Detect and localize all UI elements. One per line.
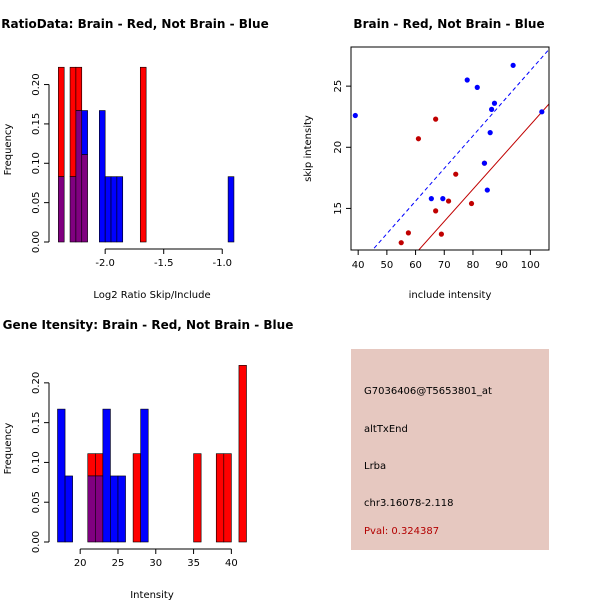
ratio_hist-y-tick-label: 0.00 — [31, 231, 42, 253]
intensity_hist-x-tick-label: 25 — [112, 558, 125, 569]
scatter-point-brain — [445, 198, 452, 204]
ratio_hist-bar-not-brain — [81, 110, 88, 155]
intensity_hist-bar-not-brain — [102, 408, 111, 543]
scatter-x-tick-label: 60 — [409, 260, 422, 271]
ratio_hist-y-tick-label: 0.05 — [31, 192, 42, 214]
location-text: chr3.16078-2.118 — [364, 498, 454, 509]
scatter-point-not-brain — [464, 77, 470, 83]
scatter-point-not-brain — [440, 196, 446, 202]
ratio_hist-title: RatioData: Brain - Red, Not Brain - Blue — [1, 17, 268, 31]
scatter-point-not-brain — [491, 100, 498, 106]
scatter-point-not-brain — [481, 160, 488, 166]
intensity_hist-bar-overlap — [95, 475, 104, 543]
scatter-x-tick-label: 90 — [495, 260, 508, 271]
ratio_hist-x-tick-label: -2.0 — [95, 258, 115, 269]
intensity_hist-bar-brain — [132, 453, 141, 543]
intensity_hist-x-tick-label: 40 — [225, 558, 238, 569]
ratio_hist-bar-brain — [75, 66, 83, 111]
scatter-ylabel: skip intensity — [303, 115, 314, 182]
ratio_hist-bar-not-brain — [116, 176, 124, 243]
scatter-x-tick-label: 50 — [381, 260, 394, 271]
intensity_hist-bar-brain — [193, 453, 202, 543]
intensity_hist-bar-not-brain — [64, 475, 73, 543]
scatter-point-brain — [398, 240, 404, 246]
scatter-point-brain — [405, 230, 411, 236]
scatter-x-tick-label: 40 — [352, 260, 365, 271]
ratio_hist-bar-overlap — [58, 176, 65, 243]
scatter-point-not-brain — [474, 84, 480, 90]
scatter-y-tick-label: 20 — [333, 141, 344, 154]
intensity_hist-bar-not-brain — [117, 475, 126, 543]
intensity_hist-bar-not-brain — [110, 475, 119, 543]
intensity_hist-y-tick-label: 0.05 — [31, 491, 42, 513]
intensity_hist-bar-overlap — [87, 475, 96, 543]
intensity_hist-bar-brain — [238, 365, 247, 543]
ratio_hist-bar-not-brain — [104, 176, 112, 243]
ratio_hist-y-tick-label: 0.15 — [31, 113, 42, 135]
intensity_hist-y-tick-label: 0.15 — [31, 412, 42, 434]
scatter-point-brain — [415, 136, 422, 142]
scatter-fit-line-not-brain — [371, 49, 549, 250]
scatter-point-not-brain — [428, 196, 434, 202]
probe-id-text: G7036406@T5653801_at — [364, 386, 492, 397]
ratio_hist-x-tick-label: -1.5 — [154, 258, 174, 269]
ratio_hist-bar-brain — [69, 66, 77, 177]
scatter-title: Brain - Red, Not Brain - Blue — [353, 17, 544, 31]
scatter-y-tick-label: 15 — [333, 202, 344, 215]
scatter-xlabel: include intensity — [409, 290, 492, 301]
intensity_hist-title: Gene Itensity: Brain - Red, Not Brain - … — [3, 318, 294, 332]
ratio_hist-x-tick-label: -1.0 — [212, 258, 232, 269]
intensity_hist-x-tick-label: 35 — [187, 558, 200, 569]
scatter-point-not-brain — [484, 187, 490, 193]
ratio_hist-bar-not-brain — [99, 110, 106, 243]
scatter-point-not-brain — [510, 62, 516, 68]
ratio_hist-bar-overlap — [69, 176, 77, 243]
scatter-x-tick-label: 100 — [521, 260, 540, 271]
ratio_hist-bar-brain — [58, 66, 65, 177]
scatter-point-not-brain — [487, 130, 493, 136]
pval-text: Pval: 0.324387 — [364, 526, 440, 537]
event-type-text: altTxEnd — [364, 424, 408, 435]
scatter-fit-line-brain — [418, 103, 549, 250]
ratio_hist-bar-overlap — [81, 154, 88, 243]
info-panel: G7036406@T5653801_at altTxEnd Lrba chr3.… — [351, 349, 549, 550]
ratio_hist-bar-overlap — [75, 110, 83, 243]
intensity_hist-y-tick-label: 0.10 — [31, 451, 42, 473]
intensity_hist-x-tick-label: 20 — [74, 558, 87, 569]
scatter-x-tick-label: 80 — [467, 260, 480, 271]
intensity_hist-bar-brain — [95, 453, 104, 477]
ratio_hist-y-tick-label: 0.10 — [31, 152, 42, 174]
intensity_hist-x-tick-label: 30 — [149, 558, 162, 569]
ratio_hist-bar-not-brain — [110, 176, 118, 243]
intensity_hist-bar-brain — [223, 453, 232, 543]
intensity_hist-y-tick-label: 0.00 — [31, 531, 42, 553]
intensity_hist-bar-brain — [215, 453, 225, 543]
scatter-point-not-brain — [352, 112, 358, 119]
scatter-point-brain — [468, 200, 475, 207]
intensity_hist-bar-not-brain — [140, 408, 149, 543]
scatter-plot-frame — [350, 46, 550, 251]
scatter-point-not-brain — [489, 106, 495, 112]
ratio_hist-y-tick-label: 0.20 — [31, 73, 42, 95]
ratio_hist-bar-not-brain — [227, 176, 235, 243]
scatter-point-brain — [453, 171, 459, 177]
scatter-point-brain — [438, 231, 444, 237]
scatter-y-tick-label: 25 — [333, 80, 344, 93]
scatter-point-brain — [433, 208, 439, 214]
scatter-point-not-brain — [539, 109, 545, 115]
intensity_hist-bar-not-brain — [57, 408, 66, 543]
intensity_hist-xlabel: Intensity — [130, 590, 174, 600]
ratio_hist-xlabel: Log2 Ratio Skip/Include — [93, 290, 210, 301]
gene-name-text: Lrba — [364, 461, 387, 472]
intensity_hist-y-tick-label: 0.20 — [31, 372, 42, 394]
scatter-x-tick-label: 70 — [438, 260, 451, 271]
intensity_hist-ylabel: Frequency — [3, 423, 14, 475]
scatter-point-brain — [433, 116, 439, 122]
ratio_hist-bar-brain — [139, 66, 147, 243]
intensity_hist-bar-brain — [87, 453, 96, 477]
ratio_hist-ylabel: Frequency — [3, 124, 14, 176]
